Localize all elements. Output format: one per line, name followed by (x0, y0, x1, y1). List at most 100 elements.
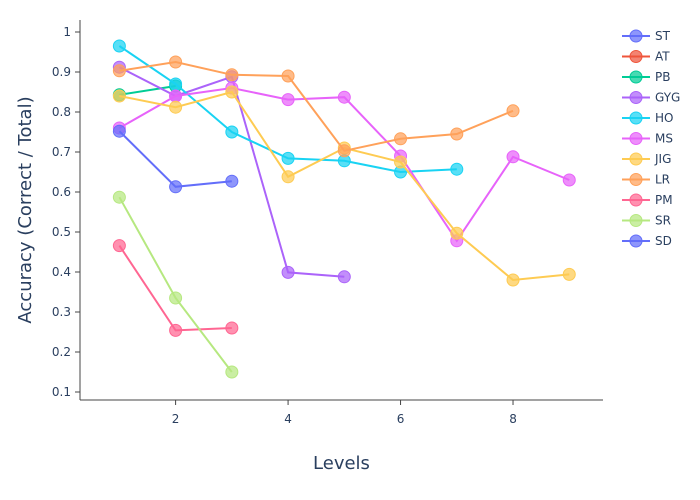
y-tick-label: 0.8 (52, 105, 71, 119)
y-ticks: 0.1 0.2 0.3 0.4 0.5 0.6 0.7 0.8 0.9 1 (52, 25, 80, 399)
legend-marker-swatch (629, 214, 643, 227)
legend-label: HO (655, 111, 673, 125)
legend-marker-swatch (629, 132, 643, 145)
series-line (119, 85, 176, 96)
legend-marker-swatch (629, 50, 643, 63)
data-point[interactable] (112, 190, 126, 204)
y-tick-label: 0.5 (52, 225, 71, 239)
legend-item-st[interactable]: ST (622, 29, 671, 43)
data-point[interactable] (337, 144, 351, 158)
data-point[interactable] (112, 239, 126, 253)
data-point[interactable] (225, 125, 239, 139)
x-tick-label: 4 (284, 412, 292, 426)
legend-label: SR (655, 214, 671, 228)
legend-item-ho[interactable]: HO (622, 111, 673, 125)
series-line (118, 130, 232, 188)
data-point[interactable] (112, 124, 126, 138)
data-point[interactable] (112, 89, 126, 103)
y-axis-title: Accuracy (Correct / Total) (15, 96, 36, 323)
data-point[interactable] (450, 226, 464, 240)
data-point[interactable] (506, 104, 520, 118)
data-point[interactable] (225, 174, 239, 188)
series-sr (112, 190, 239, 379)
data-point[interactable] (506, 150, 520, 164)
legend-label: ST (655, 29, 671, 43)
legend-marker-swatch (629, 70, 643, 84)
data-point[interactable] (225, 365, 239, 379)
legend-item-lr[interactable]: LR (622, 173, 670, 187)
y-tick-label: 0.4 (52, 265, 71, 279)
legend-item-pm[interactable]: PM (622, 193, 673, 207)
legend-marker-swatch (629, 234, 643, 248)
legend-marker-swatch (629, 173, 643, 186)
data-point[interactable] (394, 155, 408, 169)
data-point[interactable] (450, 162, 464, 176)
series-ho (112, 39, 464, 179)
legend-item-at[interactable]: AT (622, 50, 670, 64)
legend-label: JIG (654, 152, 671, 166)
legend-label: SD (655, 234, 672, 248)
legend-item-sr[interactable]: SR (622, 214, 671, 228)
x-ticks: 2 4 6 8 (172, 400, 517, 426)
legend-item-sd[interactable]: SD (622, 234, 672, 248)
x-tick-label: 6 (397, 412, 405, 426)
legend-item-gyg[interactable]: GYG (622, 91, 680, 105)
data-point[interactable] (281, 93, 295, 107)
x-tick-label: 2 (172, 412, 180, 426)
data-point[interactable] (112, 64, 126, 78)
series-sd (112, 124, 239, 194)
series-pm (112, 239, 239, 337)
data-point[interactable] (562, 267, 576, 281)
y-tick-label: 0.1 (52, 385, 71, 399)
y-tick-label: 1 (63, 25, 71, 39)
legend-marker-swatch (629, 111, 643, 125)
data-point[interactable] (562, 173, 576, 187)
y-tick-label: 0.6 (52, 185, 71, 199)
data-point[interactable] (112, 39, 126, 53)
data-point[interactable] (281, 151, 295, 165)
series-ms (112, 81, 576, 248)
data-point[interactable] (169, 77, 183, 91)
legend-item-pb[interactable]: PB (622, 70, 670, 84)
series-lr (112, 55, 520, 158)
x-axis-title: Levels (313, 453, 370, 474)
data-point[interactable] (169, 89, 183, 103)
legend-marker-swatch (629, 29, 643, 43)
data-point[interactable] (225, 68, 239, 82)
legend-label: GYG (655, 91, 680, 105)
data-point[interactable] (450, 127, 464, 141)
data-point[interactable] (169, 291, 183, 305)
legend-item-jig[interactable]: JIG (622, 152, 671, 166)
data-point[interactable] (337, 270, 351, 284)
y-tick-label: 0.9 (52, 65, 71, 79)
legend-item-ms[interactable]: MS (622, 132, 673, 146)
legend-label: MS (655, 132, 673, 146)
data-point[interactable] (169, 323, 183, 337)
data-point[interactable] (281, 170, 295, 184)
legend-marker-swatch (629, 152, 643, 166)
legend-label: PB (655, 70, 670, 84)
legend[interactable]: ST AT PB GYG HO MS JIG LR PM SR SD (622, 29, 680, 248)
data-point[interactable] (225, 85, 239, 99)
series-line (119, 60, 514, 152)
data-point[interactable] (281, 265, 295, 279)
data-point[interactable] (169, 55, 183, 69)
data-point[interactable] (281, 69, 295, 83)
data-point[interactable] (169, 100, 183, 114)
series-layer (112, 39, 576, 379)
y-tick-label: 0.7 (52, 145, 71, 159)
data-point[interactable] (337, 90, 351, 104)
legend-label: LR (655, 173, 670, 187)
data-point[interactable] (225, 321, 239, 335)
series-line (118, 245, 232, 332)
legend-label: PM (655, 193, 673, 207)
axes: 0.1 0.2 0.3 0.4 0.5 0.6 0.7 0.8 0.9 1 2 4 6 8 (52, 20, 603, 426)
x-tick-label: 8 (509, 412, 517, 426)
legend-marker-swatch (629, 91, 643, 104)
data-point[interactable] (169, 180, 183, 194)
series-line (118, 196, 233, 373)
data-point[interactable] (394, 132, 408, 146)
data-point[interactable] (506, 273, 520, 287)
